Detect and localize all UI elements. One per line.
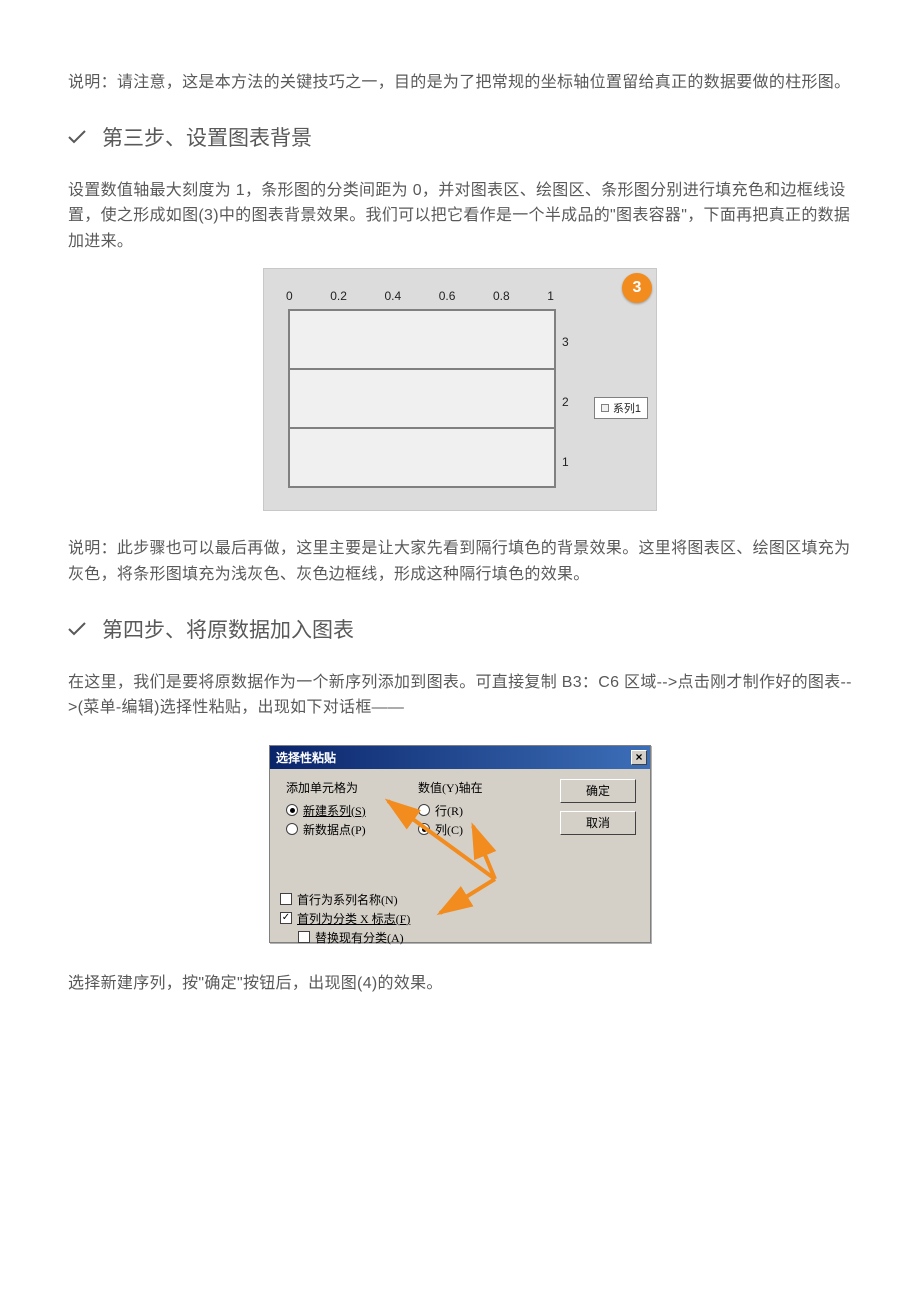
- group-axis-label: 数值(Y)轴在: [418, 779, 538, 796]
- dialog-body: 添加单元格为 新建系列(S) 新数据点(P) 数值(Y)轴在 行(R): [270, 769, 650, 942]
- x-axis-ticks: 0 0.2 0.4 0.6 0.8 1: [286, 289, 554, 303]
- step4-after: 选择新建序列，按"确定"按钮后，出现图(4)的效果。: [68, 971, 852, 997]
- check-first-row-label: 首行为系列名称(N): [297, 891, 398, 908]
- y-tick: 2: [562, 395, 569, 409]
- check-first-col[interactable]: 首列为分类 X 标志(F): [280, 910, 410, 927]
- check-icon: [68, 130, 86, 144]
- legend-label: 系列1: [613, 400, 641, 416]
- figure3-wrap: 3 0 0.2 0.4 0.6 0.8 1 3 2 1 系列1: [68, 268, 852, 511]
- step3-heading-row: 第三步、设置图表背景: [68, 122, 852, 152]
- close-icon[interactable]: ×: [631, 750, 647, 765]
- figure-dialog-wrap: 选择性粘贴 × 添加单元格为 新建系列(S) 新数据点(P) 数值(Y)轴在: [68, 745, 852, 943]
- check-icon: [68, 622, 86, 636]
- figure-number-badge: 3: [622, 273, 652, 303]
- dialog-title-text: 选择性粘贴: [276, 749, 336, 766]
- checkbox-icon: [280, 912, 292, 924]
- check-replace-label: 替换现有分类(A): [315, 929, 404, 946]
- bar-row: [289, 310, 555, 369]
- radio-icon: [418, 823, 430, 835]
- legend: 系列1: [594, 397, 648, 419]
- x-tick: 0.8: [493, 289, 510, 303]
- check-first-col-label: 首列为分类 X 标志(F): [297, 910, 410, 927]
- step4-body: 在这里，我们是要将原数据作为一个新序列添加到图表。可直接复制 B3：C6 区域-…: [68, 670, 852, 721]
- step4-title: 第四步、将原数据加入图表: [102, 614, 354, 644]
- step3-note: 说明：此步骤也可以最后再做，这里主要是让大家先看到隔行填色的背景效果。这里将图表…: [68, 536, 852, 587]
- radio-row-label: 行(R): [435, 802, 463, 819]
- radio-icon: [286, 823, 298, 835]
- check-replace[interactable]: 替换现有分类(A): [298, 929, 410, 946]
- radio-new-points[interactable]: 新数据点(P): [286, 821, 416, 838]
- radio-icon: [286, 804, 298, 816]
- step3-body: 设置数值轴最大刻度为 1，条形图的分类间距为 0，并对图表区、绘图区、条形图分别…: [68, 178, 852, 255]
- plot-area: [288, 309, 556, 488]
- cancel-button[interactable]: 取消: [560, 811, 636, 835]
- intro-note: 说明：请注意，这是本方法的关键技巧之一，目的是为了把常规的坐标轴位置留给真正的数…: [68, 70, 852, 96]
- legend-swatch: [601, 404, 609, 412]
- group-add-label: 添加单元格为: [286, 779, 416, 796]
- x-tick: 0.6: [439, 289, 456, 303]
- radio-icon: [418, 804, 430, 816]
- x-tick: 0.2: [330, 289, 347, 303]
- radio-new-points-label: 新数据点(P): [303, 821, 366, 838]
- bar-row: [289, 428, 555, 487]
- dialog-titlebar: 选择性粘贴 ×: [270, 746, 650, 769]
- paste-special-dialog: 选择性粘贴 × 添加单元格为 新建系列(S) 新数据点(P) 数值(Y)轴在: [269, 745, 651, 943]
- x-tick: 0.4: [385, 289, 402, 303]
- step3-title: 第三步、设置图表背景: [102, 122, 312, 152]
- radio-col-option[interactable]: 列(C): [418, 821, 538, 838]
- group-axis: 数值(Y)轴在 行(R) 列(C): [418, 779, 538, 840]
- group-add-cells: 添加单元格为 新建系列(S) 新数据点(P): [286, 779, 416, 840]
- checkbox-icon: [298, 931, 310, 943]
- checkbox-block: 首行为系列名称(N) 首列为分类 X 标志(F) 替换现有分类(A): [280, 889, 410, 948]
- radio-new-series-label: 新建系列(S): [303, 802, 366, 819]
- y-tick: 1: [562, 455, 569, 469]
- step4-heading-row: 第四步、将原数据加入图表: [68, 614, 852, 644]
- button-column: 确定 取消: [560, 779, 638, 843]
- check-first-row[interactable]: 首行为系列名称(N): [280, 891, 410, 908]
- ok-button[interactable]: 确定: [560, 779, 636, 803]
- checkbox-icon: [280, 893, 292, 905]
- chart-container: 3 0 0.2 0.4 0.6 0.8 1 3 2 1 系列1: [263, 268, 657, 511]
- radio-col-label: 列(C): [435, 821, 463, 838]
- x-tick: 1: [547, 289, 554, 303]
- radio-new-series[interactable]: 新建系列(S): [286, 802, 416, 819]
- y-tick: 3: [562, 335, 569, 349]
- bar-row: [289, 369, 555, 428]
- radio-row-option[interactable]: 行(R): [418, 802, 538, 819]
- x-tick: 0: [286, 289, 293, 303]
